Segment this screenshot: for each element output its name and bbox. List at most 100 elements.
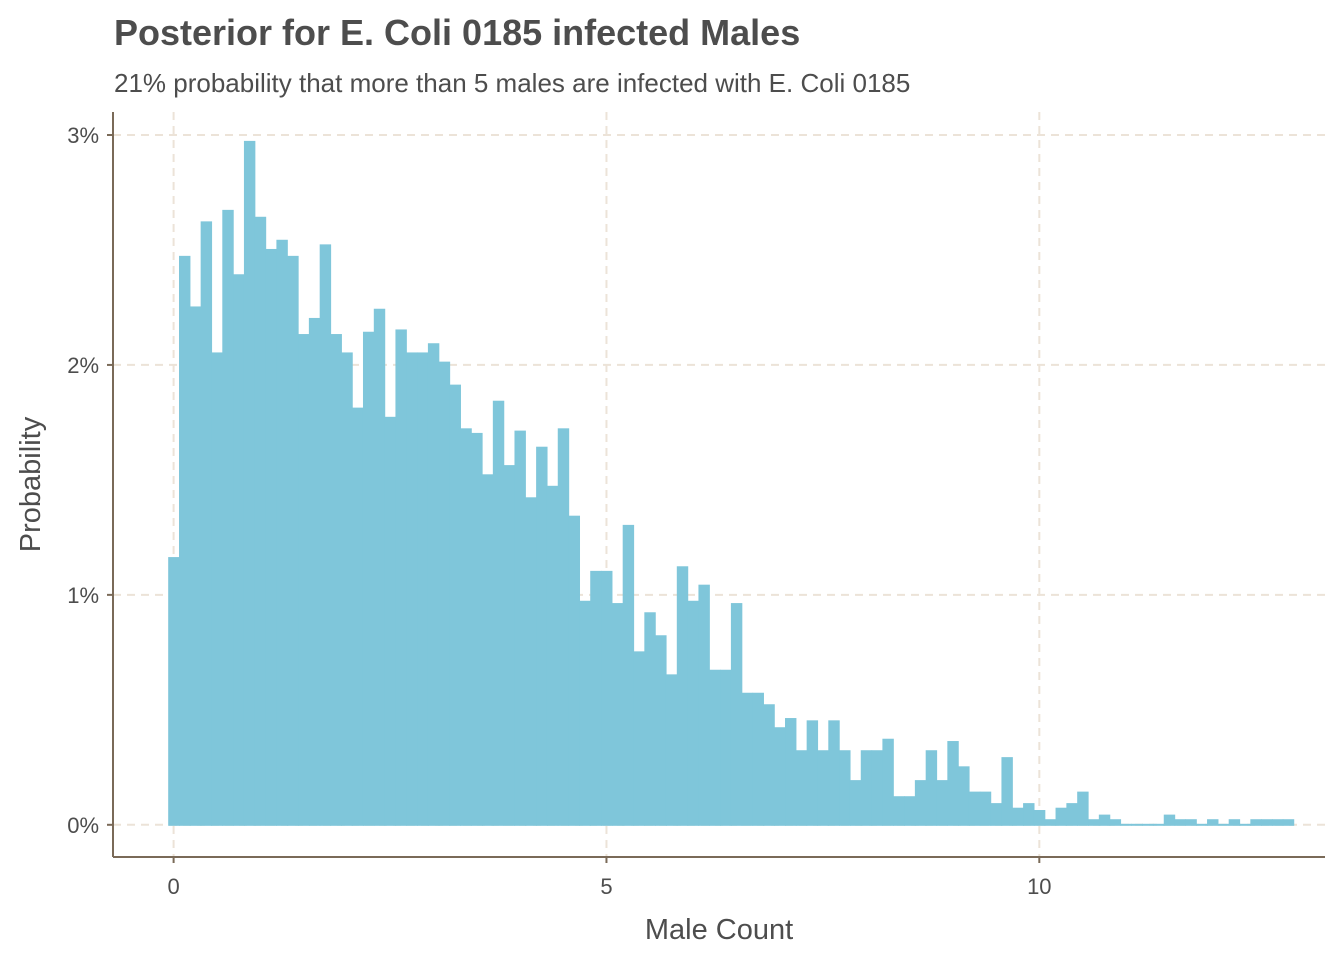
histogram-bar [557,428,570,826]
histogram-bar [254,216,267,826]
histogram-bar [611,603,624,826]
histogram-bar [698,584,710,826]
histogram-bar [168,557,180,826]
chart-title: Posterior for E. Coli 0185 infected Male… [114,12,801,53]
histogram-bar [1217,823,1230,826]
histogram-bar [839,750,851,826]
histogram-bar [860,750,873,826]
histogram-bar [395,329,407,826]
histogram-bar [179,255,191,826]
histogram-bar [1271,819,1284,826]
histogram-bars [168,140,1295,826]
histogram-bar [211,352,223,826]
histogram-bar [665,674,678,826]
histogram-bar [1098,814,1111,826]
histogram-bar [741,692,754,826]
histogram-bar [1033,810,1046,826]
histogram-bar [828,720,840,826]
histogram-bar [536,446,548,826]
histogram-bar [1239,823,1251,826]
x-tick-label: 0 [167,874,179,899]
histogram-bar [936,780,948,826]
histogram-bar [406,352,418,826]
histogram-bar [330,334,342,826]
histogram-bar [622,524,635,826]
histogram-bar [1023,803,1035,826]
histogram-bar [947,741,959,826]
histogram-bar [200,221,213,826]
y-axis-title: Probability [15,416,47,552]
histogram-bar [503,465,516,826]
histogram-bar [709,669,721,826]
histogram-bar [568,515,581,826]
histogram-bar [1012,807,1024,826]
x-tick-label: 5 [600,874,612,899]
histogram-bar [1077,791,1089,826]
histogram-bar [438,361,451,826]
histogram-bar [676,566,689,826]
histogram-bar [590,570,602,826]
x-axis-title: Male Count [645,914,793,946]
histogram-bar [362,331,375,826]
histogram-bar [417,352,429,826]
histogram-bar [968,791,981,826]
histogram-bar [1152,823,1165,826]
histogram-bar [1120,823,1132,826]
histogram-bar [979,791,992,826]
chart-subtitle: 21% probability that more than 5 males a… [114,68,911,98]
histogram-bar [1174,819,1187,826]
histogram-bar [795,750,808,826]
histogram-bar [687,600,700,826]
histogram-bar [882,738,894,826]
histogram-bar [243,140,256,826]
histogram-bar [298,334,310,826]
histogram-bar [1066,803,1078,826]
histogram-bar [525,497,537,826]
histogram-bar [492,400,505,826]
histogram-bar [1185,819,1197,826]
histogram-bar [514,430,526,826]
histogram-bar [233,274,245,826]
histogram-bar [785,718,797,826]
histogram-bar [774,727,786,826]
tick-labels: 0% 1% 2% 3% 0 5 10 [67,123,1051,899]
histogram-bar [482,474,494,826]
histogram-bar [471,432,483,826]
histogram-bar [427,343,440,826]
histogram-bar [601,570,613,826]
histogram-bar [1163,814,1176,826]
histogram-bar [752,692,764,826]
histogram-bar [546,485,559,826]
histogram-bar [633,651,645,826]
x-tick-label: 10 [1027,874,1051,899]
histogram-bar [1055,807,1067,826]
histogram-bar [925,750,938,826]
histogram-bar [806,720,819,826]
histogram-bar [904,796,916,826]
histogram-bar [817,750,829,826]
histogram-bar [1001,757,1013,826]
histogram-bar [276,239,288,826]
histogram-bar [763,704,775,826]
histogram-bar [341,352,353,826]
y-tick-label: 0% [67,813,99,838]
histogram-bar [1261,819,1273,826]
histogram-bar [1088,819,1100,826]
histogram-bar [1282,819,1295,826]
histogram-bar [1207,819,1219,826]
y-tick-label: 2% [67,353,99,378]
histogram-bar [449,384,461,826]
histogram-bar [222,209,234,826]
histogram-bar [308,317,321,826]
histogram-bar [384,416,397,826]
histogram-bar [352,407,364,826]
histogram-bar [893,796,905,826]
histogram-bar [265,248,278,826]
y-tick-label: 3% [67,123,99,148]
histogram-bar [958,766,970,826]
histogram-bar [1228,819,1241,826]
axes [107,112,1325,863]
histogram-bar [579,600,591,826]
histogram-bar [849,780,862,826]
